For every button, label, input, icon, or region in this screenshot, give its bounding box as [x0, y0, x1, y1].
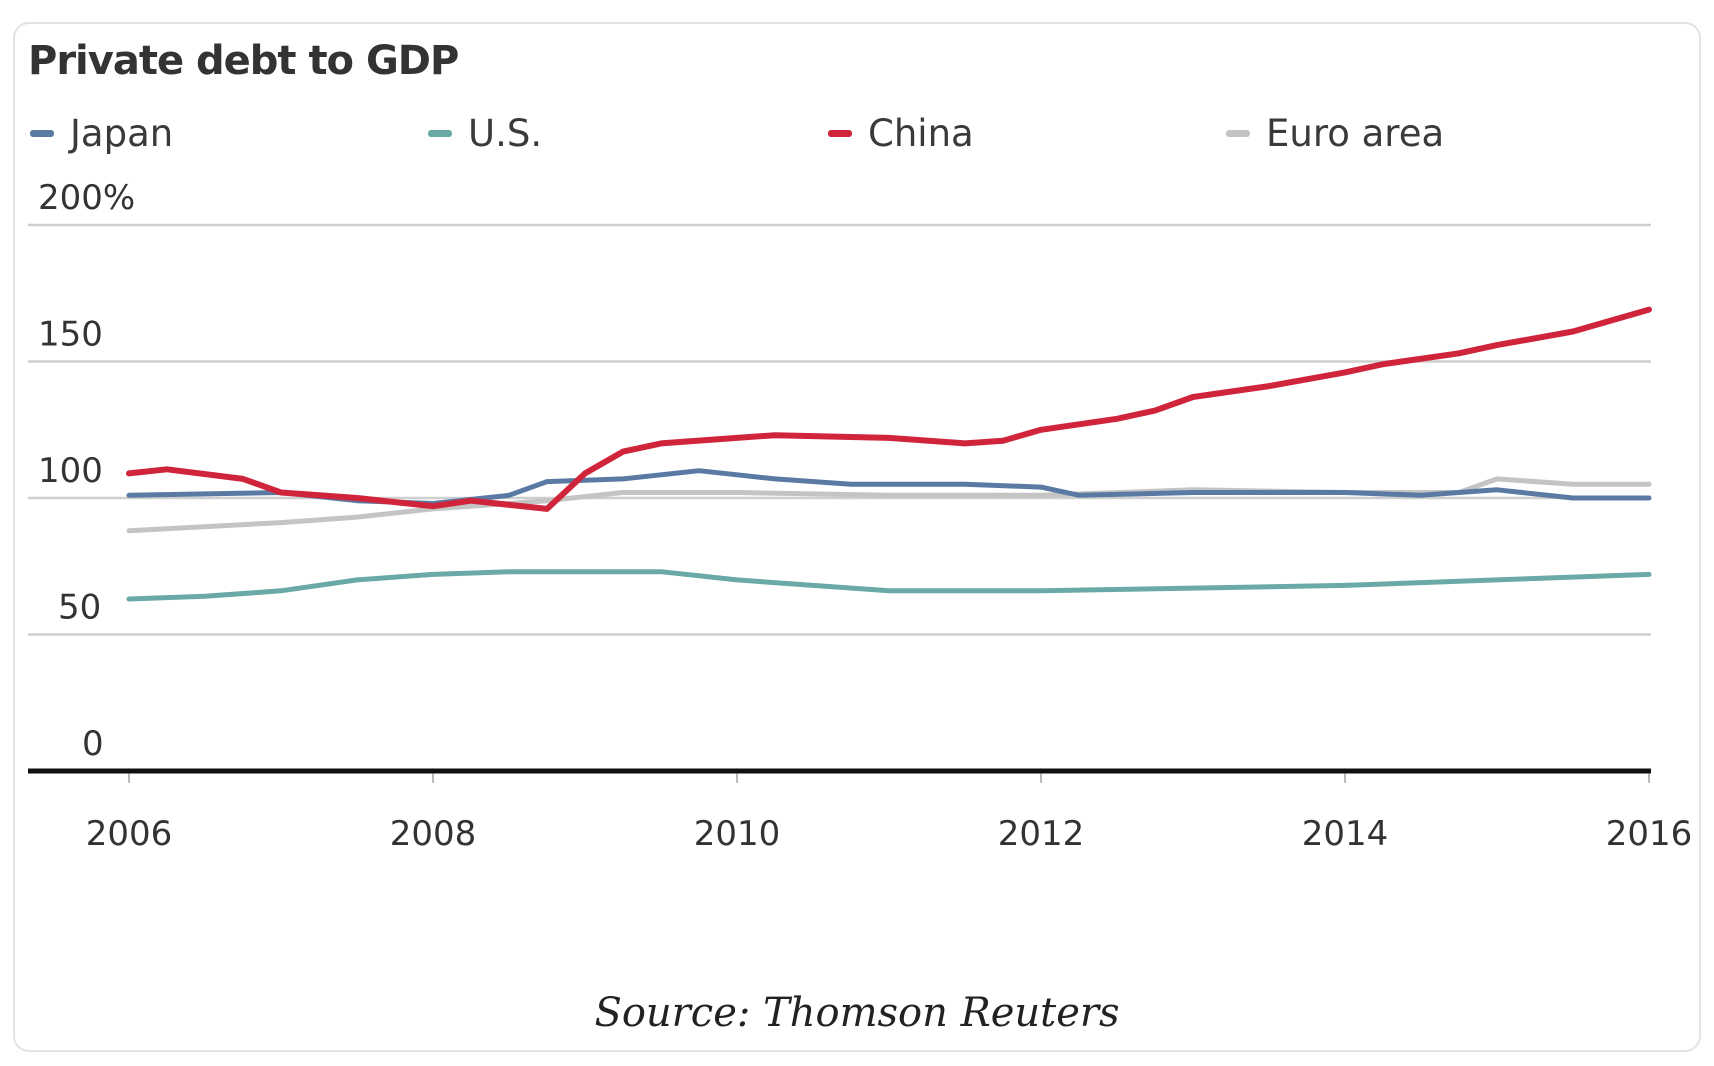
x-tick-label: 2016 [1606, 814, 1693, 854]
chart-title: Private debt to GDP [28, 38, 459, 84]
x-axis-ticks: 2006 2008 2010 2012 2014 2016 [86, 771, 1693, 854]
x-tick-label: 2010 [694, 814, 781, 854]
legend-label-japan: Japan [70, 112, 174, 155]
y-tick-label: 200% [38, 178, 135, 218]
legend-label-euro-area: Euro area [1266, 112, 1445, 155]
chart-card [13, 22, 1701, 1052]
legend-swatch-japan [30, 130, 54, 137]
x-tick-label: 2012 [998, 814, 1085, 854]
y-tick-label: 150 [38, 315, 103, 355]
series-line-china [126, 306, 1652, 512]
series-line-u-s [126, 569, 1652, 602]
x-tick-label: 2008 [390, 814, 477, 854]
legend-item-us: U.S. [428, 112, 542, 155]
y-tick-label: 0 [82, 724, 104, 764]
legend-item-euro-area: Euro area [1226, 112, 1444, 155]
x-tick-label: 2006 [86, 814, 173, 854]
y-tick-label: 100 [38, 451, 103, 491]
legend-label-us: U.S. [468, 112, 543, 155]
y-tick-label: 50 [58, 588, 101, 628]
legend-item-japan: Japan [30, 112, 173, 155]
legend-item-china: China [828, 112, 974, 155]
source-note: Source: Thomson Reuters [594, 990, 1120, 1036]
legend-label-china: China [868, 112, 974, 155]
x-tick-label: 2014 [1302, 814, 1389, 854]
legend-swatch-us [428, 130, 452, 137]
y-axis-ticks: 200% 150 100 50 0 [38, 178, 135, 764]
gridlines [28, 223, 1651, 636]
series-lines [126, 306, 1652, 602]
legend-swatch-euro-area [1226, 130, 1250, 137]
legend-swatch-china [828, 130, 852, 137]
series-line-euro-area [126, 476, 1652, 534]
